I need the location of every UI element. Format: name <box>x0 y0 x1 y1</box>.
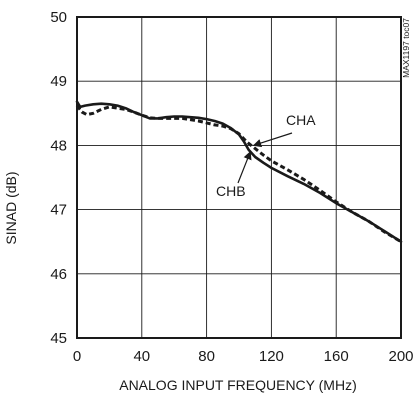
x-axis-label: ANALOG INPUT FREQUENCY (MHz) <box>119 377 357 393</box>
y-tick-label-45: 45 <box>50 330 67 347</box>
x-tick-label-80: 80 <box>198 348 215 365</box>
annotation-label-cha: CHA <box>286 112 316 128</box>
y-axis-label: SINAD (dB) <box>3 171 19 244</box>
figure-code-label: MAX1197 toc07 <box>401 18 411 78</box>
x-tick-label-120: 120 <box>259 348 284 365</box>
plot-frame <box>76 16 402 339</box>
y-tick-label-50: 50 <box>50 9 67 26</box>
y-tick-label-47: 47 <box>50 202 67 219</box>
x-tick-labels: 0 40 80 120 160 200 <box>73 348 414 365</box>
y-tick-label-48: 48 <box>50 137 67 154</box>
y-tick-label-49: 49 <box>50 73 67 90</box>
x-tick-label-160: 160 <box>324 348 349 365</box>
annotation-arrow-chb <box>237 151 252 184</box>
series-group <box>75 100 403 243</box>
grid-lines <box>77 17 401 338</box>
series-line-cha <box>75 104 402 243</box>
x-tick-label-200: 200 <box>388 348 413 365</box>
y-tick-label-46: 46 <box>50 266 67 283</box>
series-line-chb <box>75 100 403 243</box>
annotations-group: CHA CHB <box>216 112 316 199</box>
annotation-arrow-cha <box>252 132 293 148</box>
annotation-label-chb: CHB <box>216 183 246 199</box>
x-tick-label-40: 40 <box>133 348 150 365</box>
x-tick-label-0: 0 <box>73 348 81 365</box>
y-tick-labels: 45 46 47 48 49 50 <box>50 9 67 347</box>
